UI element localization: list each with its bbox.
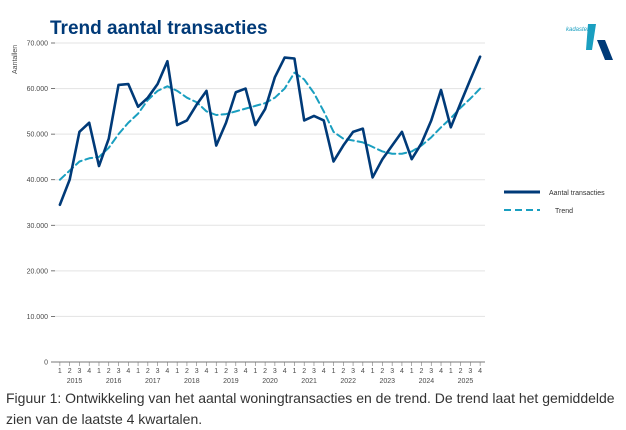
x-quarter-label: 1: [371, 368, 375, 375]
x-quarter-label: 1: [214, 368, 218, 375]
x-quarter-label: 2: [68, 368, 72, 375]
x-quarter-label: 4: [283, 368, 287, 375]
x-quarter-label: 1: [449, 368, 453, 375]
x-quarter-label: 4: [478, 368, 482, 375]
x-quarter-label: 4: [439, 368, 443, 375]
x-year-label: 2015: [67, 378, 83, 385]
x-quarter-label: 1: [332, 368, 336, 375]
x-quarter-label: 3: [273, 368, 277, 375]
x-year-label: 2018: [184, 378, 200, 385]
x-quarter-label: 2: [185, 368, 189, 375]
x-year-label: 2023: [379, 378, 395, 385]
x-quarter-label: 3: [429, 368, 433, 375]
x-quarter-label: 3: [77, 368, 81, 375]
x-quarter-label: 3: [390, 368, 394, 375]
x-quarter-label: 2: [224, 368, 228, 375]
x-quarter-label: 2: [341, 368, 345, 375]
x-quarter-label: 4: [400, 368, 404, 375]
kadaster-logo-text: kadaster: [566, 27, 590, 33]
x-quarter-label: 1: [58, 368, 62, 375]
y-axis: 0 10.000 20.000 30.000 40.000 50.000 60.000 70.…: [27, 41, 55, 367]
x-quarter-label: 3: [117, 368, 121, 375]
x-quarter-label: 1: [292, 368, 296, 375]
x-quarter-label: 3: [195, 368, 199, 375]
kadaster-logo: kadaster: [566, 24, 613, 60]
x-quarter-label: 4: [322, 368, 326, 375]
kadaster-logo-chevron: [597, 40, 613, 60]
x-quarter-label: 3: [312, 368, 316, 375]
legend-actual-label: Aantal transacties: [549, 190, 605, 197]
x-quarter-label: 2: [459, 368, 463, 375]
series-lines: [58, 55, 482, 207]
legend-trend-label: Trend: [555, 208, 573, 215]
y-tick-label: 10.000: [27, 314, 49, 321]
x-quarter-label: 1: [136, 368, 140, 375]
figure-caption: Figuur 1: Ontwikkeling van het aantal wo…: [6, 390, 615, 427]
x-quarter-label: 2: [263, 368, 267, 375]
x-quarter-label: 3: [156, 368, 160, 375]
x-quarter-label: 4: [244, 368, 248, 375]
legend: Aantal transacties Trend: [504, 190, 605, 215]
x-quarter-label: 3: [468, 368, 472, 375]
kadaster-logo-bar: [586, 24, 596, 50]
x-quarter-label: 3: [351, 368, 355, 375]
y-axis-title: Aantallen: [12, 45, 19, 74]
x-quarter-label: 4: [205, 368, 209, 375]
y-tick-label: 30.000: [27, 223, 49, 230]
series-actual: [58, 55, 482, 207]
y-tick-label: 60.000: [27, 86, 49, 93]
x-quarter-label: 4: [126, 368, 130, 375]
x-year-label: 2017: [145, 378, 161, 385]
chart-title: Trend aantal transacties: [50, 18, 268, 39]
x-quarter-label: 2: [380, 368, 384, 375]
x-quarter-label: 4: [165, 368, 169, 375]
chart: Trend aantal transacties kadaster 0 10.00…: [12, 18, 613, 385]
x-quarter-label: 2: [107, 368, 111, 375]
x-quarter-label: 4: [87, 368, 91, 375]
x-year-label: 2019: [223, 378, 239, 385]
x-quarter-label: 2: [302, 368, 306, 375]
x-quarter-label: 1: [253, 368, 257, 375]
x-year-label: 2025: [458, 378, 474, 385]
x-quarter-label: 1: [410, 368, 414, 375]
x-quarter-label: 1: [175, 368, 179, 375]
x-quarter-label: 1: [97, 368, 101, 375]
x-year-label: 2024: [419, 378, 435, 385]
y-tick-label: 40.000: [27, 177, 49, 184]
x-quarter-label: 2: [420, 368, 424, 375]
x-year-label: 2016: [106, 378, 122, 385]
x-quarter-label: 3: [234, 368, 238, 375]
y-tick-label: 0: [44, 360, 48, 367]
x-year-label: 2022: [340, 378, 356, 385]
x-quarter-label: 2: [146, 368, 150, 375]
x-quarter-label: 4: [361, 368, 365, 375]
y-tick-label: 50.000: [27, 132, 49, 139]
x-year-label: 2021: [301, 378, 317, 385]
y-tick-label: 70.000: [27, 41, 49, 48]
y-tick-label: 20.000: [27, 268, 49, 275]
x-year-label: 2020: [262, 378, 278, 385]
